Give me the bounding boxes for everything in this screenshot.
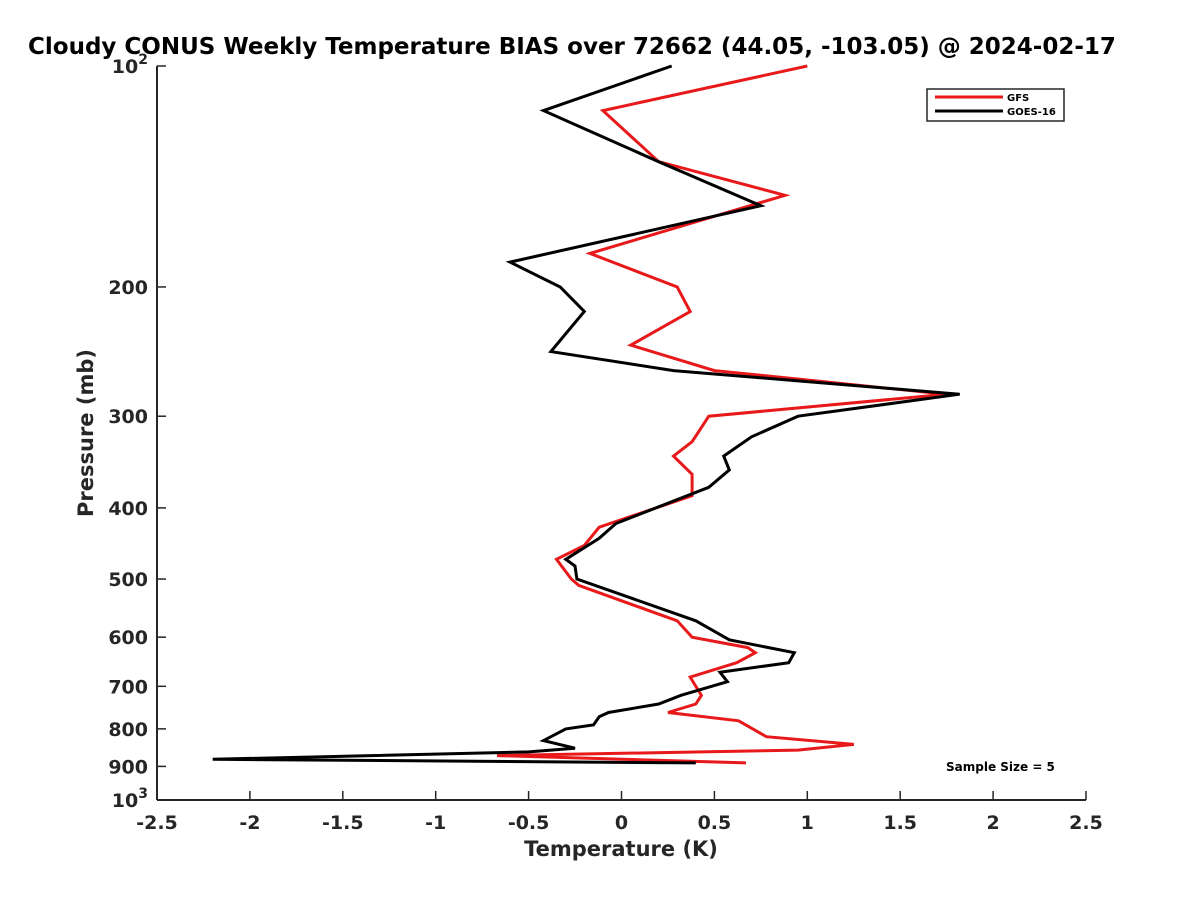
series-line-goes-16 <box>212 64 960 765</box>
sample-size-note: Sample Size = 5 <box>946 760 1055 774</box>
y-tick-label: 700 <box>108 676 148 698</box>
legend-label: GOES-16 <box>1007 107 1056 118</box>
legend-box <box>926 88 1065 122</box>
y-tick-label: 500 <box>108 569 148 591</box>
x-tick-label: 0.5 <box>698 812 732 834</box>
y-tick-base: 10 <box>112 56 138 78</box>
y-tick-exponent: 3 <box>138 786 148 802</box>
series-layer <box>212 64 960 765</box>
y-tick-label: 600 <box>108 627 148 649</box>
y-tick-base: 10 <box>112 790 138 812</box>
y-tick-label: 103 <box>112 786 148 812</box>
y-tick-exponent: 2 <box>138 52 148 68</box>
x-tick-label: -2.5 <box>136 812 178 834</box>
x-tick-label: -2 <box>239 812 260 834</box>
legend-label: GFS <box>1007 93 1029 104</box>
x-tick-label: 0 <box>615 812 628 834</box>
x-tick-label: 2.5 <box>1069 812 1103 834</box>
y-tick-label: 300 <box>108 406 148 428</box>
x-tick-label: 2 <box>986 812 999 834</box>
y-axis-label: Pressure (mb) <box>74 349 98 517</box>
x-tick-label: 1 <box>801 812 814 834</box>
x-tick-label: -0.5 <box>508 812 550 834</box>
series-line-gfs <box>496 64 947 765</box>
legend: GFS GOES-16 <box>926 88 1065 122</box>
y-tick-label: 102 <box>112 52 148 78</box>
x-tick-label: -1.5 <box>322 812 364 834</box>
chart-title: Cloudy CONUS Weekly Temperature BIAS ove… <box>28 34 1116 60</box>
y-tick-label: 400 <box>108 498 148 520</box>
y-tick-label: 900 <box>108 756 148 778</box>
x-axis-label: Temperature (K) <box>524 837 718 861</box>
x-tick-label: 1.5 <box>883 812 917 834</box>
x-tick-label: -1 <box>425 812 446 834</box>
y-tick-label: 200 <box>108 277 148 299</box>
y-tick-label: 800 <box>108 719 148 741</box>
x-axis-ticks: -2.5 -2 -1.5 -1 -0.5 0 0.5 1 1.5 2 2.5 <box>136 791 1103 834</box>
